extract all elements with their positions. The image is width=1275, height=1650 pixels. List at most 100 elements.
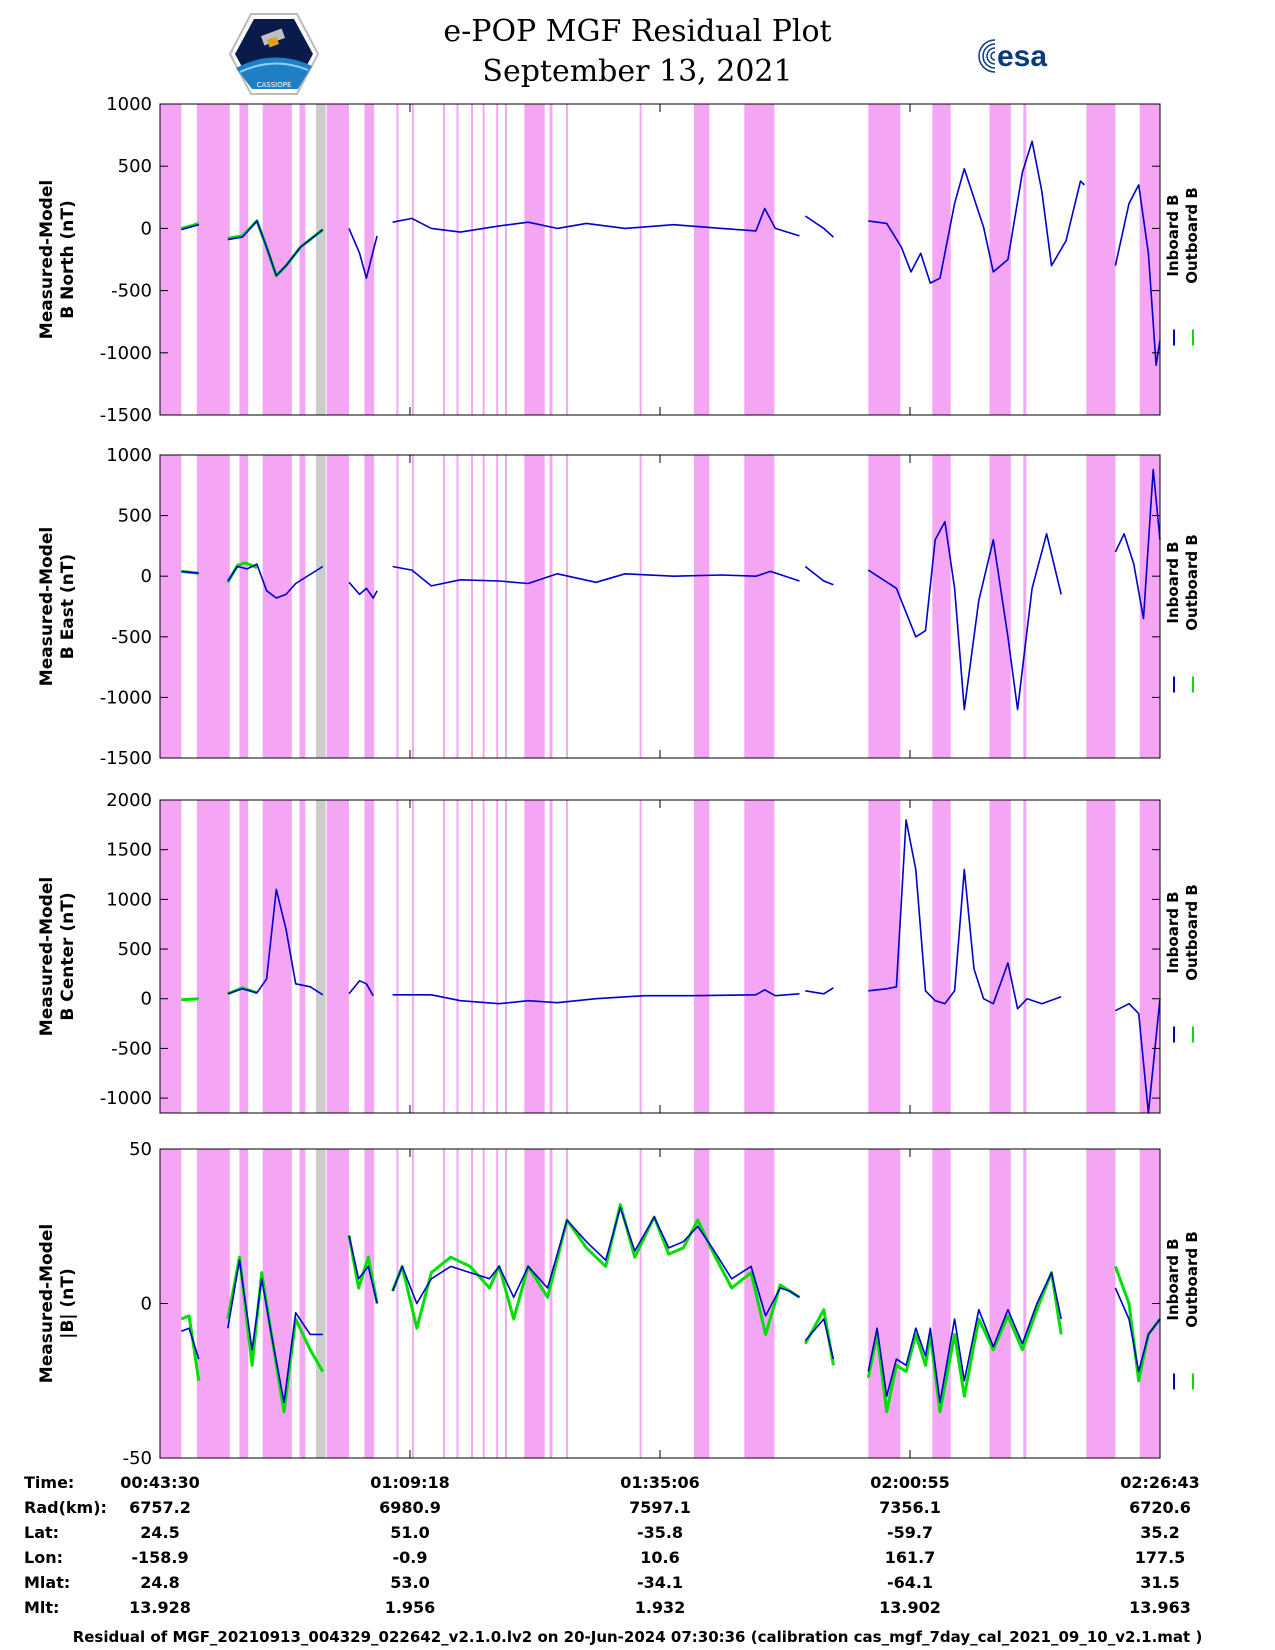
- ephemeris-value: 7597.1: [629, 1498, 691, 1517]
- y-tick-label: 500: [118, 939, 152, 960]
- shaded-interval: [989, 1149, 1011, 1458]
- ephemeris-value: 31.5: [1140, 1573, 1179, 1592]
- ephemeris-value: 01:09:18: [370, 1473, 450, 1492]
- shaded-interval: [1139, 455, 1160, 758]
- shaded-interval: [744, 455, 775, 758]
- shaded-interval: [1023, 1149, 1027, 1458]
- panel-4: 50 0 -50 Measured-Model|B| (nT) Inboard BOut…: [37, 1139, 1201, 1469]
- ephemeris-value: 53.0: [390, 1573, 429, 1592]
- shaded-interval: [693, 1149, 710, 1458]
- shaded-interval: [442, 104, 445, 415]
- shaded-interval: [1086, 455, 1116, 758]
- y-tick-label: -1000: [100, 687, 152, 708]
- outboard-b-line: [866, 1271, 1063, 1414]
- shaded-interval: [566, 455, 568, 758]
- ephemeris-value: 35.2: [1140, 1523, 1179, 1542]
- shaded-interval: [471, 455, 473, 758]
- shaded-interval: [411, 455, 414, 758]
- inboard-b-line: [227, 563, 324, 599]
- shaded-interval: [504, 1149, 507, 1458]
- shaded-interval: [1139, 1149, 1160, 1458]
- legend: Inboard BOutboard B: [1164, 1231, 1201, 1328]
- shaded-interval: [471, 800, 473, 1113]
- inboard-b-line: [181, 223, 200, 231]
- y-tick-label: 2000: [106, 790, 152, 811]
- shaded-interval: [1139, 800, 1160, 1113]
- shaded-interval: [160, 1149, 182, 1458]
- shaded-interval: [299, 455, 306, 758]
- shaded-interval: [504, 104, 507, 415]
- inboard-b-line: [391, 1206, 800, 1317]
- ephemeris-row-label: Lon:: [24, 1548, 63, 1567]
- shaded-interval: [396, 104, 399, 415]
- shaded-interval: [482, 455, 485, 758]
- y-axis-label-line: B Center (nT): [58, 892, 78, 1020]
- shaded-interval: [989, 455, 1011, 758]
- ephemeris-value: -158.9: [131, 1548, 188, 1567]
- legend-entry: Inboard B: [1164, 541, 1182, 623]
- shaded-interval: [549, 1149, 553, 1458]
- ephemeris-value: -64.1: [887, 1573, 933, 1592]
- shaded-interval: [932, 800, 951, 1113]
- shaded-interval: [496, 800, 499, 1113]
- shaded-interval: [932, 455, 951, 758]
- inboard-b-line: [1115, 998, 1161, 1114]
- y-tick-label: 1500: [106, 840, 152, 861]
- shaded-interval: [262, 104, 292, 415]
- shaded-gap-interval: [316, 800, 326, 1113]
- shaded-interval: [160, 104, 182, 415]
- shaded-gap-interval: [316, 455, 326, 758]
- inboard-b-line: [227, 220, 324, 277]
- ephemeris-value: 24.5: [140, 1523, 179, 1542]
- shaded-interval: [326, 104, 349, 415]
- ephemeris-value: 1.932: [635, 1598, 686, 1617]
- footer-caption: Residual of MGF_20210913_004329_022642_v…: [72, 1628, 1203, 1646]
- inboard-b-line: [805, 987, 834, 995]
- shaded-interval: [693, 455, 710, 758]
- shaded-interval: [456, 455, 459, 758]
- shaded-interval: [868, 455, 901, 758]
- y-tick-label: -500: [111, 281, 152, 302]
- inboard-b-line: [348, 228, 378, 280]
- ephemeris-value: 6980.9: [379, 1498, 441, 1517]
- shaded-interval: [1086, 104, 1116, 415]
- shaded-interval: [456, 1149, 459, 1458]
- shaded-interval: [196, 104, 230, 415]
- shaded-interval: [471, 104, 473, 415]
- shaded-interval: [524, 800, 545, 1113]
- shaded-interval: [396, 455, 399, 758]
- shaded-interval: [442, 800, 445, 1113]
- shaded-interval: [868, 800, 901, 1113]
- shaded-interval: [868, 1149, 901, 1458]
- y-axis-label-line: Measured-Model: [37, 877, 57, 1036]
- y-tick-label: -500: [111, 627, 152, 648]
- shaded-interval: [1023, 104, 1027, 415]
- inboard-b-line: [1114, 184, 1161, 367]
- y-axis-label: Measured-ModelB Center (nT): [37, 877, 78, 1036]
- ephemeris-value: 161.7: [885, 1548, 936, 1567]
- shaded-interval: [524, 1149, 545, 1458]
- shaded-interval: [326, 800, 349, 1113]
- shaded-interval: [524, 104, 545, 415]
- chart-title: e-POP MGF Residual Plot: [443, 14, 832, 49]
- ephemeris-row-label: Lat:: [24, 1523, 59, 1542]
- shaded-interval: [868, 104, 901, 415]
- shaded-interval: [364, 104, 375, 415]
- shaded-interval: [471, 1149, 473, 1458]
- ephemeris-value: 6757.2: [129, 1498, 191, 1517]
- y-tick-label: -1000: [100, 1088, 152, 1109]
- y-tick-label: 1000: [106, 445, 152, 466]
- shaded-interval: [639, 800, 642, 1113]
- shaded-interval: [456, 104, 459, 415]
- shaded-interval: [1023, 455, 1027, 758]
- legend-entry: Outboard B: [1183, 187, 1201, 284]
- shaded-interval: [744, 104, 775, 415]
- outboard-b-line: [180, 221, 200, 230]
- shaded-interval: [299, 1149, 306, 1458]
- ephemeris-value: 177.5: [1135, 1548, 1186, 1567]
- shaded-interval: [239, 104, 249, 415]
- panel-2: 1000 500 0 -500 -1000 -1500 Measured-ModelB Ea…: [37, 445, 1201, 769]
- y-tick-label: -50: [123, 1448, 152, 1469]
- ephemeris-value: 01:35:06: [620, 1473, 700, 1492]
- shaded-interval: [396, 800, 399, 1113]
